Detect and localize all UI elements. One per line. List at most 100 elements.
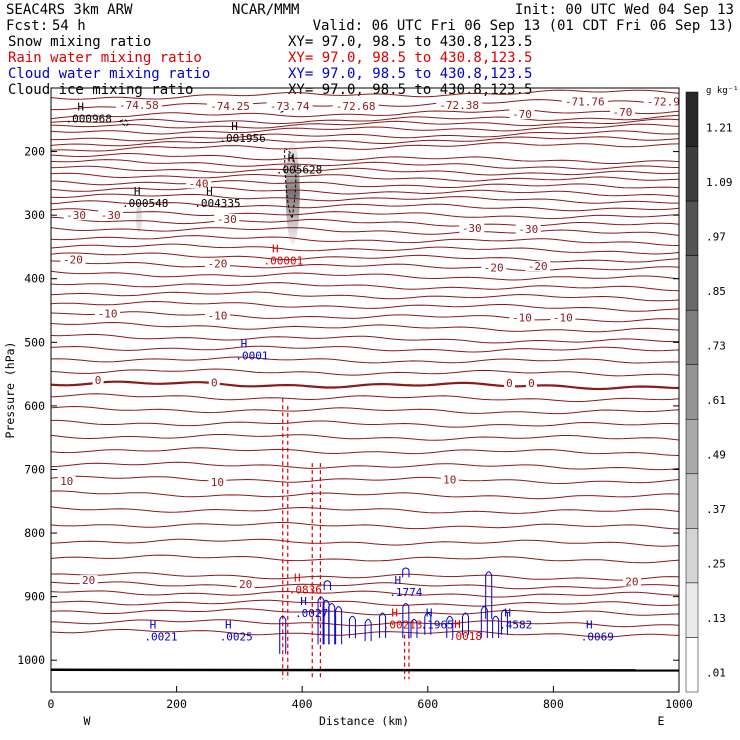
isotherm-line <box>50 321 680 333</box>
isotherm-label-bg <box>204 310 230 321</box>
isotherm-line <box>50 300 680 312</box>
isotherm-line <box>50 186 680 197</box>
max-marker: H <box>300 595 307 608</box>
isotherm-line <box>50 405 680 415</box>
x-tick-label: 600 <box>417 697 438 711</box>
colorbar-label: 1.09 <box>706 176 733 189</box>
isotherm-label: -74.58 <box>119 99 159 112</box>
cloud-water-contour <box>485 571 493 619</box>
max-value-label: .4582 <box>499 619 532 632</box>
isotherm-label: -20 <box>63 254 83 267</box>
isotherm-line <box>50 522 680 530</box>
isotherm-line <box>50 109 680 120</box>
colorbar-label: .85 <box>706 285 726 298</box>
isotherm-label-bg <box>208 477 227 488</box>
colorbar-swatch <box>685 91 699 147</box>
isotherm-line <box>50 159 680 170</box>
y-tick-label: 500 <box>24 335 45 349</box>
isotherm-label-bg <box>92 374 104 385</box>
isotherm-label-bg <box>622 576 641 587</box>
max-marker: H <box>225 619 232 632</box>
isotherm-line <box>50 368 680 377</box>
isotherm-label-bg <box>206 100 253 111</box>
isotherm-label: -71.76 <box>565 95 605 108</box>
max-value-label: .005628 <box>276 163 322 176</box>
isotherm-label-bg <box>204 258 230 269</box>
isotherm-label: 0 <box>528 377 535 390</box>
max-value-label: .1774 <box>389 586 422 599</box>
isotherm-line <box>50 393 680 403</box>
isotherm-line <box>50 172 680 182</box>
cloud-water-contour <box>379 612 387 638</box>
max-marker: H <box>391 607 398 620</box>
plot-frame <box>50 87 680 693</box>
cloud-water-contour <box>279 615 287 654</box>
isotherm-line <box>50 152 680 164</box>
field-name-snow: Snow mixing ratio <box>8 34 151 50</box>
isotherm-line <box>50 243 680 255</box>
max-value-label: .00001 <box>263 254 303 267</box>
isotherm-label-bg <box>525 261 551 272</box>
isotherm-label-bg <box>57 475 76 486</box>
isotherm-line <box>50 118 680 129</box>
isotherm-label-bg <box>214 213 240 224</box>
isotherm-line <box>50 123 680 135</box>
max-marker: H <box>150 619 157 632</box>
max-value-label: .1965 <box>421 619 454 632</box>
isotherm-line <box>50 311 680 323</box>
isotherm-label: 10 <box>211 476 224 489</box>
isotherm-line <box>50 291 680 302</box>
colorbar-swatch <box>685 528 699 584</box>
max-marker: H <box>454 618 461 631</box>
max-value-label: .0836 <box>289 584 322 597</box>
rain-contours <box>282 398 410 680</box>
isotherm-label: -30 <box>101 209 121 222</box>
isotherm-label: -10 <box>98 308 118 321</box>
colorbar-label: .13 <box>706 612 726 625</box>
field-xy-cloud-water: XY= 97.0, 98.5 to 430.8,123.5 <box>288 66 532 82</box>
isotherm-label: -30 <box>462 222 482 235</box>
isotherm-label: -20 <box>207 257 227 270</box>
max-value-label: .0018 <box>449 630 482 643</box>
isotherm-label: -30 <box>66 209 86 222</box>
max-value-label: .0001 <box>235 350 268 363</box>
max-marker: H <box>77 101 84 114</box>
isotherm-label-bg <box>481 262 507 273</box>
isotherm-line <box>50 282 680 292</box>
max-marker: H <box>272 242 279 255</box>
isotherm-line <box>50 136 680 147</box>
y-tick-label: 900 <box>24 590 45 604</box>
isotherm-line <box>51 130 680 142</box>
max-marker: H <box>206 185 213 198</box>
isotherm-label: -10 <box>207 310 227 323</box>
isotherm-label-bg <box>436 100 483 111</box>
cloud-water-contour <box>410 618 418 638</box>
isotherm-label: 0 <box>506 377 513 390</box>
isotherm-label: 20 <box>239 578 252 591</box>
isotherm-label: -72.68 <box>336 100 376 113</box>
isotherm-label-bg <box>63 210 89 221</box>
cloud-water-contour <box>480 606 488 638</box>
max-value-label: .000548 <box>122 197 168 210</box>
isotherm-line <box>50 193 679 204</box>
field-xy-rain: XY= 97.0, 98.5 to 430.8,123.5 <box>288 50 532 66</box>
isotherm-label: -74.25 <box>210 100 250 113</box>
max-marker: H <box>241 338 248 351</box>
x-tick-label: 200 <box>166 697 187 711</box>
isotherm-label: -30 <box>518 223 538 236</box>
cloud-water-contour <box>323 580 331 591</box>
isotherm-line <box>50 227 680 236</box>
colorbar: 1.21 1.09 .97 .85 .73 .61 .49 .37 .25 .13 .01 <box>685 91 733 693</box>
isotherm-line <box>50 380 680 391</box>
cloud-water-contour <box>348 615 356 638</box>
y-tick-label: 400 <box>24 272 45 286</box>
max-value-label: .004335 <box>194 197 240 210</box>
colorbar-label: .01 <box>706 667 726 680</box>
x-axis-label: Distance (km) <box>319 714 409 728</box>
max-marker: H <box>504 607 511 620</box>
forecast-label: Fcst: <box>6 18 48 34</box>
isotherm-line <box>50 506 680 514</box>
max-marker: H <box>395 574 402 587</box>
isotherm-line <box>50 252 680 263</box>
isotherm-labels: -74.58 -74.25 -73.74 -72.68 -72.38 -71.76 -72.… <box>57 95 683 591</box>
